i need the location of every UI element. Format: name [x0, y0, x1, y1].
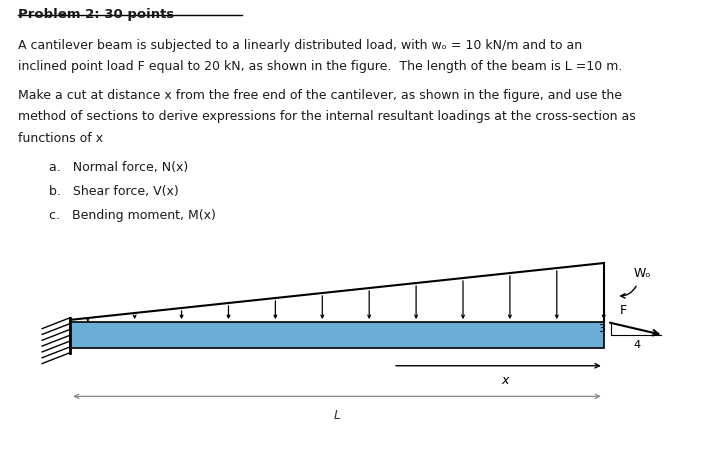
Text: method of sections to derive expressions for the internal resultant loadings at : method of sections to derive expressions…	[18, 110, 635, 124]
Text: functions of x: functions of x	[18, 132, 102, 145]
Text: b.   Shear force, V(x): b. Shear force, V(x)	[49, 185, 179, 198]
Text: Wₒ: Wₒ	[634, 267, 651, 280]
Bar	[70, 322, 604, 348]
FancyArrowPatch shape	[621, 286, 636, 298]
Text: Problem 2: 30 points: Problem 2: 30 points	[18, 8, 174, 21]
Text: F: F	[620, 304, 627, 317]
Text: L: L	[333, 409, 340, 422]
Text: c.   Bending moment, M(x): c. Bending moment, M(x)	[49, 209, 216, 222]
Text: 4: 4	[633, 340, 641, 350]
Text: A cantilever beam is subjected to a linearly distributed load, with wₒ = 10 kN/m: A cantilever beam is subjected to a line…	[18, 38, 582, 52]
Text: Make a cut at distance x from the free end of the cantilever, as shown in the fi: Make a cut at distance x from the free e…	[18, 89, 621, 102]
Text: inclined point load F equal to 20 kN, as shown in the figure.  The length of the: inclined point load F equal to 20 kN, as…	[18, 60, 622, 73]
Text: x: x	[502, 374, 509, 388]
Text: 3: 3	[598, 323, 605, 333]
Text: a.   Normal force, N(x): a. Normal force, N(x)	[49, 161, 188, 174]
